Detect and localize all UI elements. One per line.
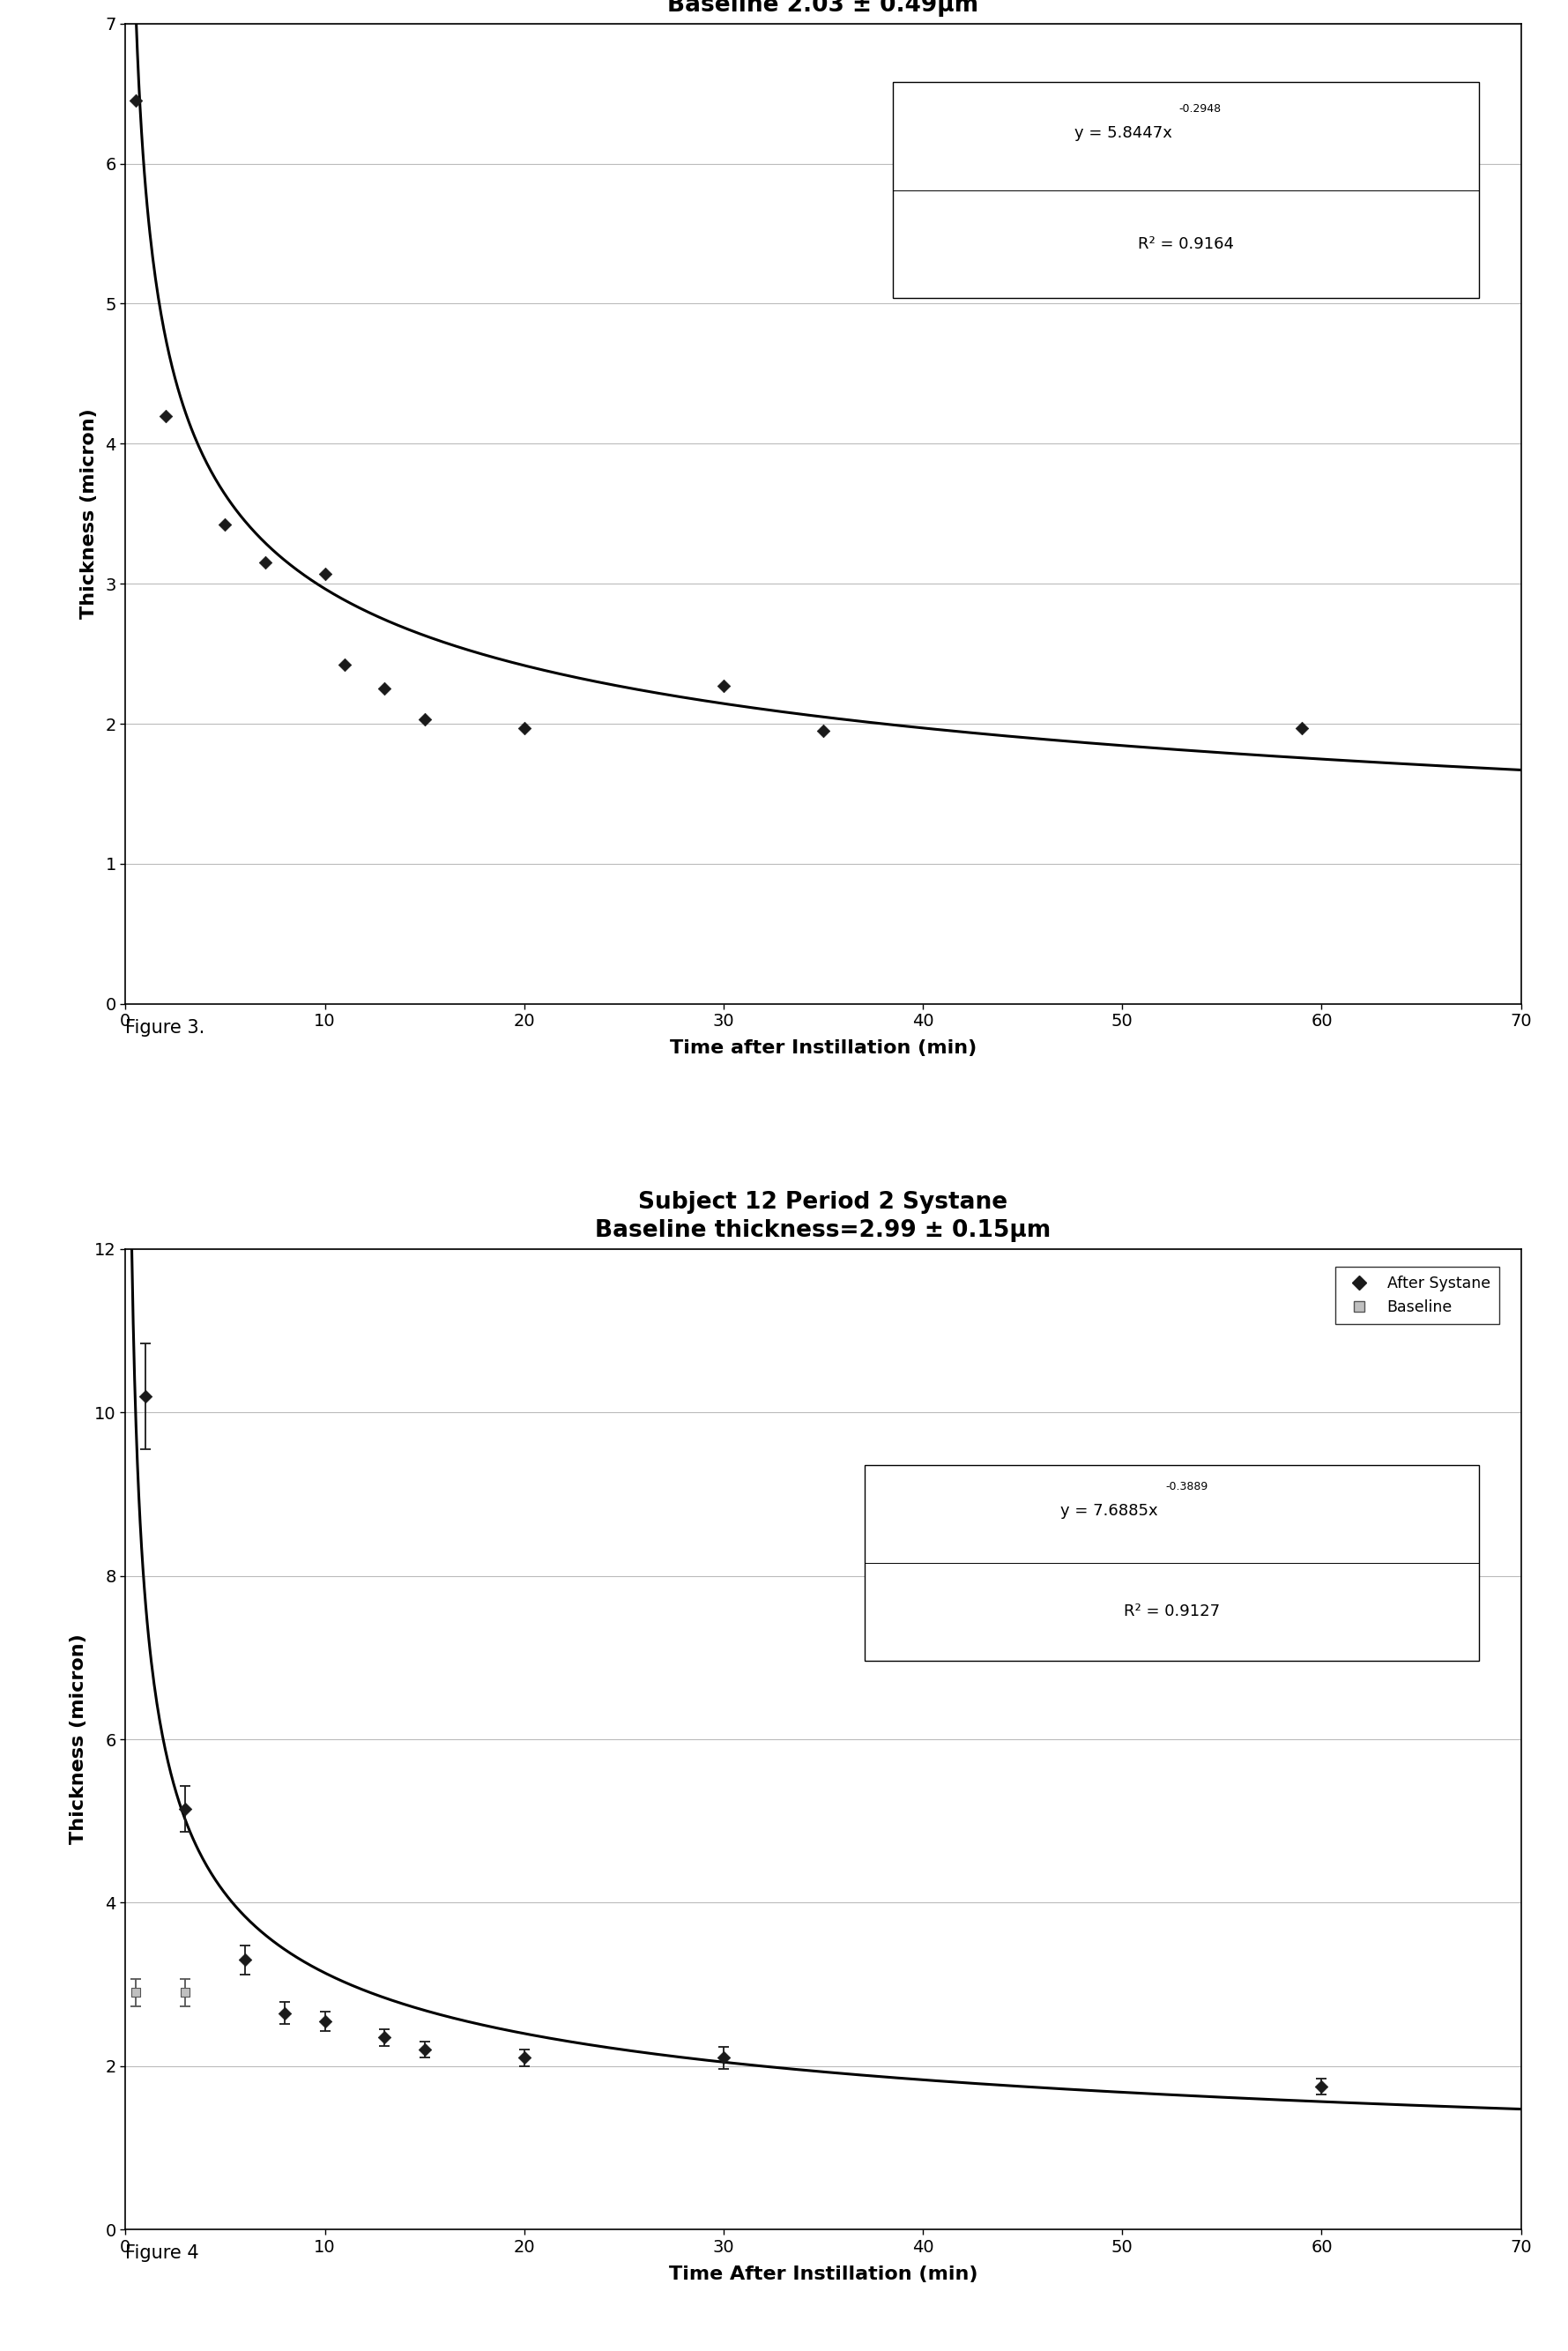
Point <box>172 1789 198 1827</box>
Text: -0.3889: -0.3889 <box>1165 1481 1207 1493</box>
Point <box>412 701 437 738</box>
Point <box>511 710 536 748</box>
Point <box>122 82 147 120</box>
Point <box>710 668 735 705</box>
Point <box>332 647 358 684</box>
Point <box>811 712 836 750</box>
Point <box>1289 710 1314 748</box>
Text: y = 5.8447x: y = 5.8447x <box>1074 125 1173 141</box>
Point <box>511 2038 536 2076</box>
Point <box>312 555 337 592</box>
Point <box>152 397 177 435</box>
X-axis label: Time after Instillation (min): Time after Instillation (min) <box>670 1039 977 1058</box>
Point <box>710 2038 735 2076</box>
Point <box>252 543 278 581</box>
Point <box>122 1975 147 2012</box>
Point <box>232 1942 257 1980</box>
Text: R² = 0.9127: R² = 0.9127 <box>1124 1603 1220 1620</box>
Point <box>172 1975 198 2012</box>
Y-axis label: Thickness (micron): Thickness (micron) <box>69 1634 88 1846</box>
Text: R² = 0.9164: R² = 0.9164 <box>1138 235 1234 252</box>
Text: -0.2948: -0.2948 <box>1179 103 1221 115</box>
X-axis label: Time After Instillation (min): Time After Instillation (min) <box>668 2264 978 2283</box>
Point <box>372 670 397 708</box>
Point <box>412 2031 437 2069</box>
Legend: After Systane, Baseline: After Systane, Baseline <box>1334 1267 1499 1324</box>
Text: Figure 3.: Figure 3. <box>125 1018 205 1037</box>
Point <box>312 2003 337 2041</box>
Point <box>1309 2067 1334 2104</box>
Title: Subject 12 Period 2 Systane
Baseline thickness=2.99 ± 0.15µm: Subject 12 Period 2 Systane Baseline thi… <box>596 1192 1051 1241</box>
Point <box>133 1378 158 1415</box>
Y-axis label: Thickness (micron): Thickness (micron) <box>80 409 97 618</box>
Bar <box>866 1465 1479 1660</box>
Point <box>372 2020 397 2057</box>
Point <box>213 505 238 543</box>
Text: y = 7.6885x: y = 7.6885x <box>1060 1502 1159 1519</box>
Text: Figure 4: Figure 4 <box>125 2245 199 2262</box>
Title: Systane Subject 20 B2W1
Thickness vs Time after Instillation
Baseline 2.03 ± 0.4: Systane Subject 20 B2W1 Thickness vs Tim… <box>593 0 1054 16</box>
Bar <box>894 82 1479 299</box>
Point <box>273 1994 298 2031</box>
